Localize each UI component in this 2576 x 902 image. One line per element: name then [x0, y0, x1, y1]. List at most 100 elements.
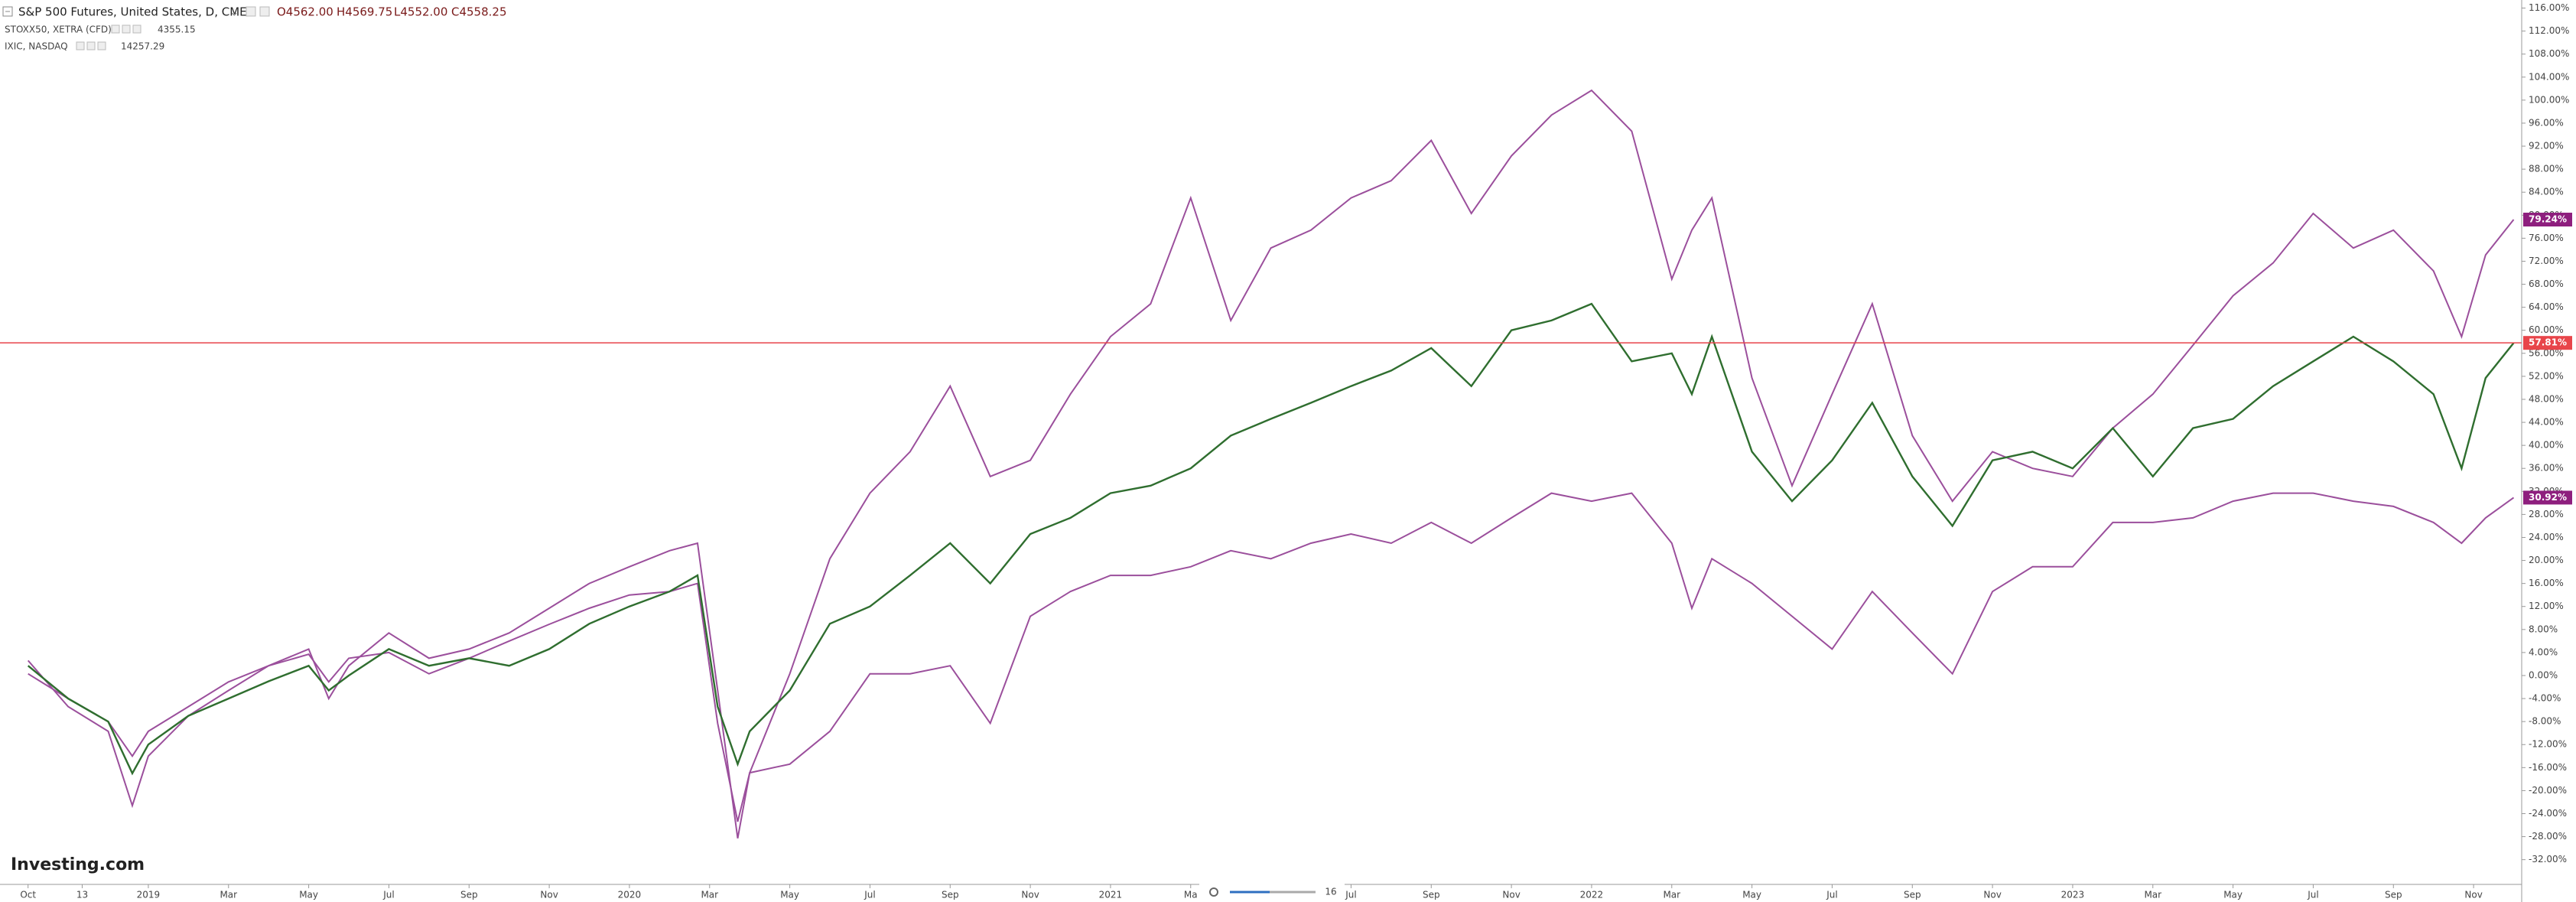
y-tick-label: -12.00% — [2529, 739, 2567, 750]
x-tick-label: May — [780, 890, 799, 900]
remove-icon[interactable] — [132, 24, 141, 34]
y-tick-label: 60.00% — [2529, 324, 2564, 335]
x-tick-label: May — [2223, 890, 2243, 900]
settings-icon[interactable] — [76, 41, 85, 50]
slider-background — [1199, 880, 1345, 900]
x-tick-label: 2022 — [1580, 890, 1604, 900]
last-value-badge — [2523, 213, 2572, 227]
y-tick-label: -16.00% — [2529, 762, 2567, 773]
x-tick-label: Sep — [1904, 890, 1921, 900]
remove-icon[interactable] — [97, 41, 106, 50]
collapse-icon[interactable] — [2, 6, 13, 17]
x-tick-label: Ma — [1184, 890, 1198, 900]
ohlc-open: O4562.00 — [277, 5, 333, 19]
x-tick-label: Jul — [1345, 890, 1356, 900]
plot-area — [0, 89, 2522, 839]
zoom-value: 16 — [1325, 887, 1336, 897]
hide-icon[interactable] — [259, 6, 270, 17]
last-value-label: 79.24% — [2529, 214, 2567, 225]
x-tick-label: 2021 — [1099, 890, 1123, 900]
y-tick-label: -20.00% — [2529, 785, 2567, 796]
x-tick-label: Jul — [1826, 890, 1837, 900]
compare-price: 14257.29 — [121, 41, 164, 52]
series-line — [27, 89, 2515, 839]
x-tick-label: Jul — [382, 890, 394, 900]
y-tick-label: 68.00% — [2529, 278, 2564, 289]
x-tick-label: Nov — [1983, 890, 2001, 900]
y-tick-label: 44.00% — [2529, 417, 2564, 428]
y-tick-label: -32.00% — [2529, 854, 2567, 865]
menu-caret[interactable]: ⌄ — [229, 5, 239, 19]
y-tick-label: 52.00% — [2529, 370, 2564, 381]
settings-icon[interactable] — [111, 24, 120, 34]
compare-name: IXIC, NASDAQ — [5, 41, 68, 52]
x-tick-label: 2019 — [137, 890, 161, 900]
last-value-label: 30.92% — [2529, 492, 2567, 503]
x-tick-label: May — [1742, 890, 1761, 900]
x-tick-label: Jul — [864, 890, 875, 900]
y-tick-label: 112.00% — [2529, 25, 2569, 36]
y-tick-label: 20.00% — [2529, 555, 2564, 565]
y-tick-label: 56.00% — [2529, 347, 2564, 358]
y-tick-label: 96.00% — [2529, 117, 2564, 128]
x-tick-label: 13 — [76, 890, 88, 900]
ohlc-low: L4552.00 — [394, 5, 447, 19]
y-tick-label: 36.00% — [2529, 463, 2564, 474]
y-tick-label: 92.00% — [2529, 141, 2564, 151]
x-tick-label: Sep — [942, 890, 959, 900]
y-tick-label: 88.00% — [2529, 164, 2564, 174]
zoom-slider[interactable]: 16 — [1199, 880, 1345, 900]
compare-name: STOXX50, XETRA (CFD) — [5, 24, 112, 35]
axes: 116.00% 112.00% 108.00% 104.00% 100.00% 96.00… — [20, 2, 2572, 900]
last-value-badge — [2523, 490, 2572, 505]
y-tick-label: 84.00% — [2529, 187, 2564, 197]
y-tick-label: -28.00% — [2529, 831, 2567, 842]
y-tick-label: 72.00% — [2529, 256, 2564, 266]
compare-price: 4355.15 — [158, 24, 196, 35]
x-tick-label: Nov — [540, 890, 558, 900]
x-tick-label: 2023 — [2061, 890, 2085, 900]
x-tick-label: Mar — [2144, 890, 2161, 900]
y-tick-label: 16.00% — [2529, 578, 2564, 588]
x-tick-label: 2020 — [618, 890, 642, 900]
x-tick-label: Nov — [1502, 890, 1520, 900]
x-tick-label: Mar — [1663, 890, 1680, 900]
hide-icon[interactable] — [122, 24, 131, 34]
y-tick-label: 116.00% — [2529, 2, 2569, 13]
y-tick-label: 76.00% — [2529, 233, 2564, 243]
y-tick-label: 28.00% — [2529, 509, 2564, 519]
y-tick-label: 0.00% — [2529, 669, 2558, 680]
x-tick-label: Sep — [460, 890, 478, 900]
settings-icon[interactable] — [246, 6, 256, 17]
x-tick-label: Jul — [2307, 890, 2318, 900]
y-tick-label: 48.00% — [2529, 393, 2564, 404]
x-tick-label: Sep — [2385, 890, 2402, 900]
slider-icon[interactable] — [1209, 887, 1218, 897]
y-tick-label: 104.00% — [2529, 71, 2569, 82]
hide-icon[interactable] — [86, 41, 96, 50]
ohlc-close: C4558.25 — [451, 5, 507, 19]
y-tick-label: -4.00% — [2529, 693, 2561, 704]
legend-header: S&P 500 Futures, United States, D, CME ⌄… — [2, 5, 507, 52]
x-tick-label: Nov — [1021, 890, 1039, 900]
y-tick-label: -8.00% — [2529, 716, 2561, 727]
y-tick-label: 8.00% — [2529, 624, 2558, 634]
y-tick-label: 100.00% — [2529, 94, 2569, 105]
y-tick-label: 64.00% — [2529, 301, 2564, 312]
ohlc-high: H4569.75 — [337, 5, 392, 19]
y-tick-label: 108.00% — [2529, 48, 2569, 59]
x-tick-label: May — [299, 890, 318, 900]
x-tick-label: Nov — [2464, 890, 2482, 900]
y-tick-label: 4.00% — [2529, 646, 2558, 657]
x-tick-label: Mar — [701, 890, 718, 900]
y-tick-label: -24.00% — [2529, 808, 2567, 819]
chart-title: S&P 500 Futures, United States, D, CME — [18, 5, 247, 19]
y-tick-label: 24.00% — [2529, 532, 2564, 542]
logo: Investing.com — [11, 855, 145, 874]
last-value-label: 57.81% — [2529, 337, 2567, 348]
x-tick-label: Oct — [20, 890, 36, 900]
y-tick-label: 12.00% — [2529, 601, 2564, 611]
x-tick-label: Mar — [220, 890, 237, 900]
last-value-badge — [2523, 336, 2572, 350]
